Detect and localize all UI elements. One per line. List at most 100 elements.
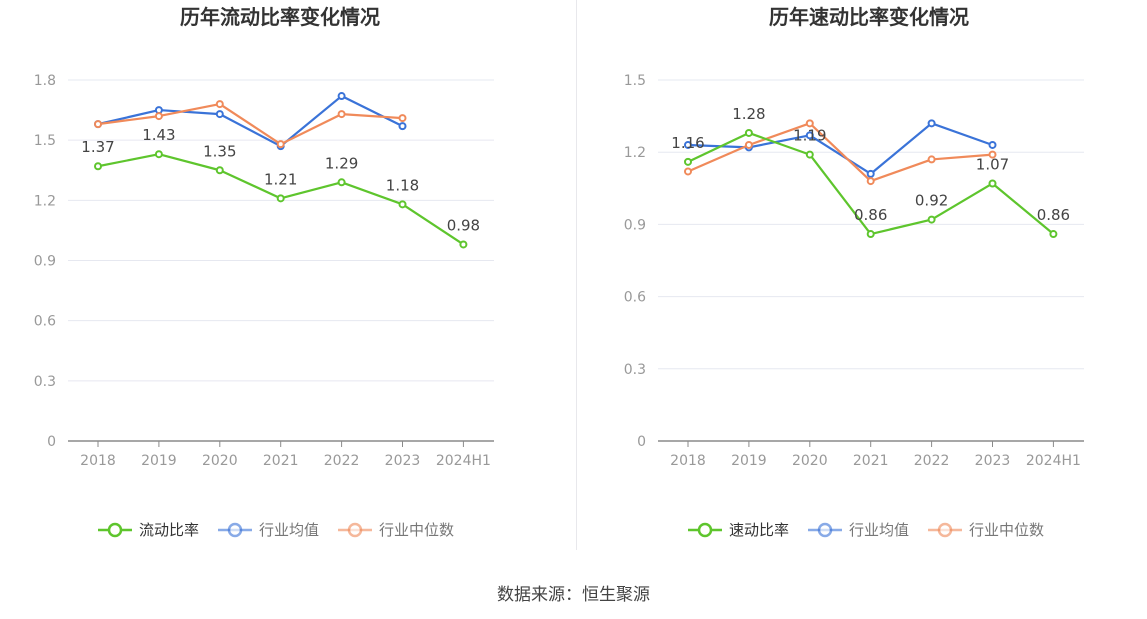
- legend-marker-icon: [227, 522, 243, 538]
- x-tick-label: 2018: [80, 453, 116, 469]
- panel-divider: [576, 0, 577, 550]
- series-point-2: [398, 114, 407, 123]
- series-point-0: [215, 166, 224, 175]
- x-tick-label: 2022: [324, 453, 360, 469]
- series-line-1: [687, 122, 993, 175]
- series-point-2: [866, 177, 875, 186]
- series-point-2: [337, 110, 346, 119]
- legend-item-2[interactable]: 行业中位数: [338, 521, 454, 539]
- y-tick-label: 0.6: [624, 290, 646, 306]
- y-tick-label: 1.8: [34, 73, 56, 89]
- series-point-0: [684, 157, 692, 166]
- series-point-0: [459, 240, 468, 249]
- data-label: 0.98: [447, 216, 480, 234]
- legend-marker-icon: [107, 522, 123, 538]
- y-tick-label: 0.9: [624, 217, 646, 233]
- series-point-1: [866, 169, 875, 178]
- legend-marker-icon: [937, 522, 953, 538]
- x-tick-label: 2018: [670, 453, 706, 469]
- y-tick-label: 0.6: [34, 314, 56, 330]
- legend-label: 行业均值: [849, 521, 909, 539]
- x-tick-label: 2019: [141, 453, 177, 469]
- series-line-2: [97, 102, 403, 146]
- series-point-1: [988, 140, 997, 149]
- legend-item-0[interactable]: 流动比率: [98, 521, 199, 539]
- series-point-0: [988, 179, 997, 188]
- current-ratio-chart: 历年流动比率变化情况 0 0.3 0.6 0.9 1.2 1.5 1.8 2018 2019 202…: [34, 5, 494, 539]
- series-point-0: [927, 215, 936, 224]
- legend-item-0[interactable]: 速动比率: [688, 521, 789, 539]
- data-label: 0.92: [915, 192, 948, 210]
- x-tick-label: 2024H1: [436, 453, 491, 469]
- y-tick-label: 0: [637, 434, 646, 450]
- legend-label: 行业均值: [259, 521, 319, 539]
- legend-label: 流动比率: [139, 521, 199, 539]
- legend-marker-icon: [697, 522, 713, 538]
- y-tick-label: 1.2: [34, 193, 56, 209]
- x-tick-label: 2021: [853, 453, 889, 469]
- y-tick-label: 0.3: [34, 374, 56, 390]
- x-tick-label: 2020: [792, 453, 828, 469]
- series-point-2: [927, 155, 936, 164]
- quick-ratio-chart-panel: 历年速动比率变化情况 0 0.3 0.6 0.9 1.2 1.5 2018 2019 2020 20…: [577, 0, 1147, 560]
- data-label: 1.43: [142, 126, 175, 144]
- data-label: 1.21: [264, 170, 297, 188]
- series-point-2: [988, 150, 997, 159]
- data-label: 1.29: [325, 154, 358, 172]
- legend-item-2[interactable]: 行业中位数: [928, 521, 1044, 539]
- series-point-2: [276, 140, 285, 149]
- chart-title: 历年流动比率变化情况: [180, 5, 380, 29]
- series-point-0: [805, 150, 814, 159]
- current-ratio-chart-panel: 历年流动比率变化情况 0 0.3 0.6 0.9 1.2 1.5 1.8 2018 2019 202…: [0, 0, 576, 560]
- data-label: 0.86: [1037, 206, 1070, 224]
- y-tick-label: 0: [47, 434, 56, 450]
- data-label: 1.37: [81, 138, 114, 156]
- series-point-0: [1049, 230, 1058, 239]
- x-tick-label: 2022: [914, 453, 950, 469]
- chart-title: 历年速动比率变化情况: [769, 5, 969, 29]
- y-tick-label: 1.5: [624, 73, 646, 89]
- series-point-0: [154, 150, 163, 159]
- x-tick-label: 2021: [263, 453, 299, 469]
- legend-label: 速动比率: [729, 521, 789, 539]
- data-label: 1.19: [793, 127, 826, 145]
- y-tick-label: 0.3: [624, 362, 646, 378]
- series-point-2: [215, 100, 224, 109]
- data-source-note: 数据来源：恒生聚源: [497, 585, 650, 605]
- legend-marker-icon: [817, 522, 833, 538]
- y-tick-label: 1.2: [624, 145, 646, 161]
- x-tick-label: 2019: [731, 453, 767, 469]
- series-point-0: [866, 230, 875, 239]
- legend-item-1[interactable]: 行业均值: [808, 521, 909, 539]
- legend-label: 行业中位数: [969, 521, 1044, 539]
- series-line-1: [97, 94, 403, 148]
- x-tick-label: 2024H1: [1026, 453, 1081, 469]
- series-point-0: [744, 128, 753, 137]
- y-tick-label: 0.9: [34, 254, 56, 270]
- legend-item-1[interactable]: 行业均值: [218, 521, 319, 539]
- series-point-1: [337, 92, 346, 101]
- series-point-2: [805, 119, 814, 128]
- data-label: 1.07: [976, 155, 1009, 173]
- x-tick-label: 2020: [202, 453, 238, 469]
- data-label: 1.16: [671, 134, 704, 152]
- series-point-2: [154, 112, 163, 121]
- data-label: 1.28: [732, 105, 765, 123]
- x-tick-label: 2023: [975, 453, 1011, 469]
- series-point-0: [398, 200, 407, 209]
- legend-label: 行业中位数: [379, 521, 454, 539]
- series-point-1: [927, 119, 936, 128]
- series-point-2: [94, 120, 102, 129]
- series-point-2: [684, 167, 692, 176]
- series-point-0: [94, 162, 102, 171]
- data-label: 0.86: [854, 206, 887, 224]
- series-point-1: [684, 140, 692, 149]
- series-point-0: [337, 178, 346, 187]
- data-label: 1.35: [203, 142, 236, 160]
- legend-marker-icon: [347, 522, 363, 538]
- x-tick-label: 2023: [385, 453, 421, 469]
- series-point-2: [744, 140, 753, 149]
- series-point-1: [805, 131, 814, 140]
- series-line-2: [687, 122, 993, 183]
- series-point-1: [398, 122, 407, 131]
